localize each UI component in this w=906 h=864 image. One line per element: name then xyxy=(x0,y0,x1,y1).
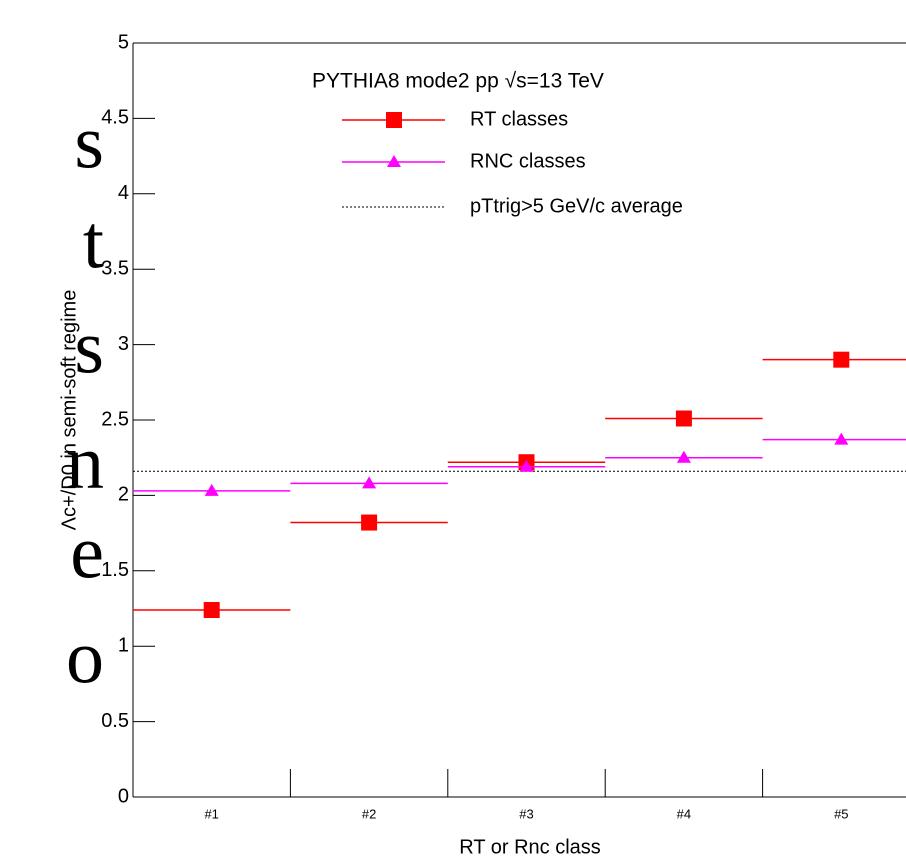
x-tick-label: #1 xyxy=(204,806,218,821)
margin-text: s xyxy=(74,100,104,184)
margin-text: s xyxy=(74,305,104,389)
marker xyxy=(362,476,377,489)
y-tick-label: 3.5 xyxy=(101,257,129,279)
marker xyxy=(203,602,220,619)
marker xyxy=(834,432,849,445)
y-tick-label: 4.5 xyxy=(101,107,129,129)
legend-label: RT classes xyxy=(470,108,568,130)
x-tick-label: #4 xyxy=(677,806,691,821)
y-tick-label: 1.5 xyxy=(101,559,129,581)
marker xyxy=(387,155,401,167)
y-tick-label: 3 xyxy=(118,333,129,355)
margin-text: t xyxy=(83,200,104,284)
legend-label: pTtrig>5 GeV/c average xyxy=(470,195,683,217)
x-tick-label: #5 xyxy=(834,806,848,821)
marker xyxy=(361,514,378,531)
marker xyxy=(204,483,219,496)
marker xyxy=(833,351,850,368)
marker xyxy=(676,450,691,463)
margin-text: n xyxy=(66,420,104,504)
margin-text: o xyxy=(66,615,104,699)
legend-title: PYTHIA8 mode2 pp √s=13 TeV xyxy=(312,70,604,93)
x-tick-label: #2 xyxy=(362,806,376,821)
y-tick-label: 0.5 xyxy=(101,710,129,732)
y-tick-label: 0 xyxy=(118,785,129,807)
x-axis-label: RT or Rnc class xyxy=(459,836,601,858)
y-tick-label: 1 xyxy=(118,634,129,656)
margin-text: e xyxy=(70,510,104,594)
y-tick-label: 2 xyxy=(118,484,129,506)
y-axis-label: Λc+/D0 in semi-soft regime xyxy=(58,290,80,531)
x-tick-label: #3 xyxy=(519,806,533,821)
y-tick-label: 5 xyxy=(118,31,129,53)
y-tick-label: 4 xyxy=(118,182,129,204)
legend-label: RNC classes xyxy=(470,150,586,172)
marker xyxy=(386,112,402,128)
y-tick-label: 2.5 xyxy=(101,408,129,430)
marker xyxy=(675,410,692,427)
marker xyxy=(519,459,534,472)
